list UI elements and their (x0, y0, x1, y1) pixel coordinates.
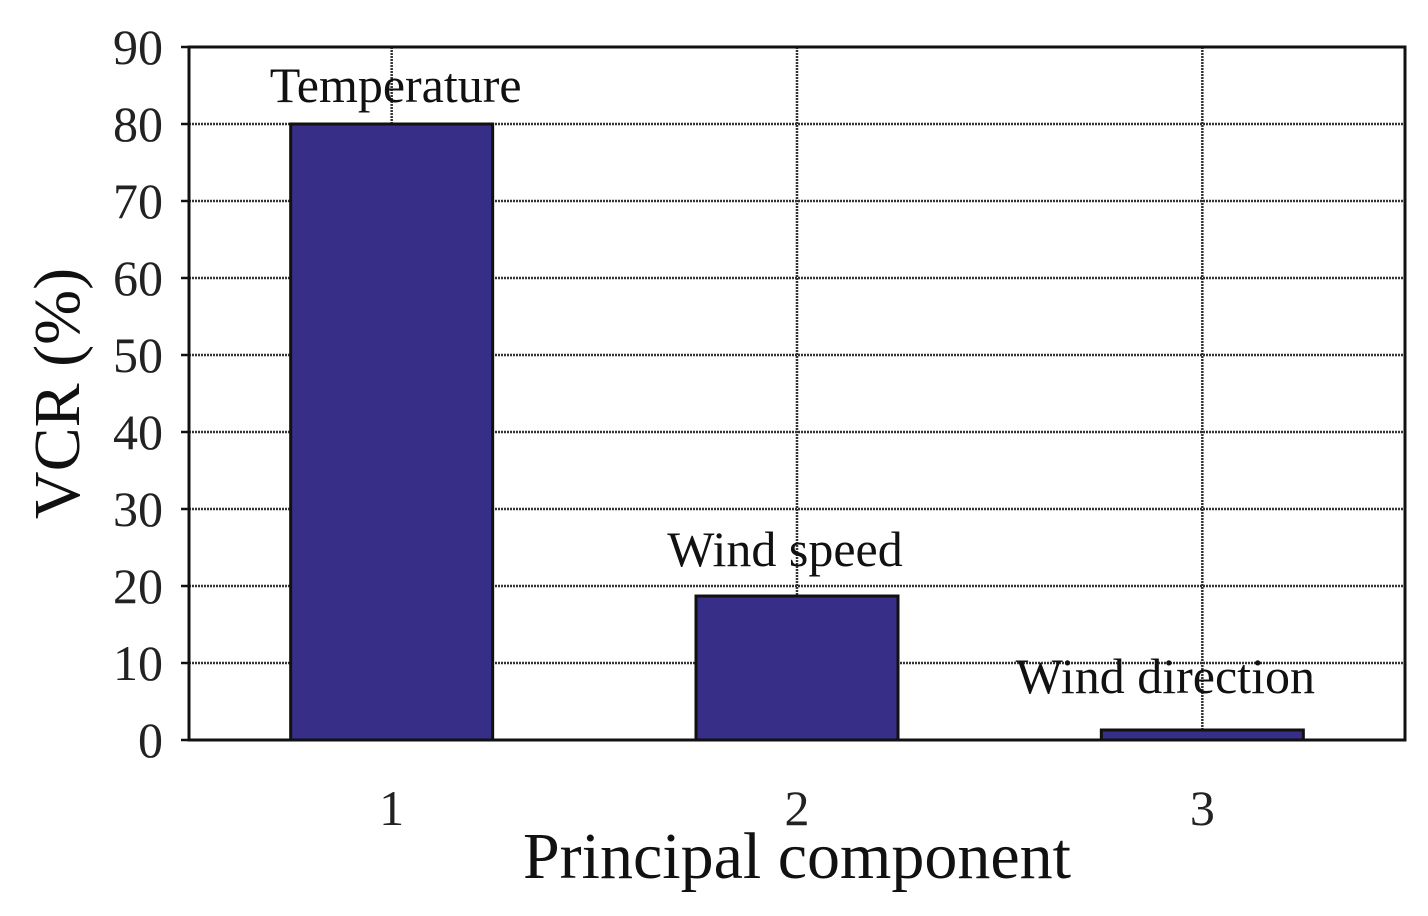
x-axis-title: Principal component (523, 820, 1071, 893)
y-tick-label: 90 (113, 19, 163, 75)
x-tick-label: 1 (379, 780, 404, 836)
bar-annotation: Temperature (270, 57, 522, 113)
y-tick-label: 20 (113, 558, 163, 614)
bar-annotation: Wind direction (1016, 648, 1315, 704)
y-axis-title: VCR (%) (21, 268, 94, 519)
bar-2 (694, 594, 900, 742)
y-tick-label: 50 (113, 327, 163, 383)
y-tick-label: 40 (113, 404, 163, 460)
bar-3 (1099, 728, 1305, 742)
bar-labels: Temperature Wind speed Wind direction (270, 57, 1315, 704)
y-tick-label: 60 (113, 250, 163, 306)
y-tick-label: 10 (113, 635, 163, 691)
plot-frame (187, 45, 1407, 742)
bar-1 (289, 122, 495, 742)
bar-annotation: Wind speed (667, 521, 902, 577)
x-tick-label: 2 (785, 780, 810, 836)
y-tick-label: 0 (138, 712, 163, 768)
bars-layer (289, 122, 1305, 742)
y-tick-labels: 0 10 20 30 40 50 60 70 80 90 (113, 19, 163, 768)
y-tick-label: 80 (113, 96, 163, 152)
x-tick-label: 3 (1190, 780, 1215, 836)
y-tick-label: 70 (113, 173, 163, 229)
x-tick-labels: 1 2 3 (379, 780, 1215, 836)
y-tick-label: 30 (113, 481, 163, 537)
